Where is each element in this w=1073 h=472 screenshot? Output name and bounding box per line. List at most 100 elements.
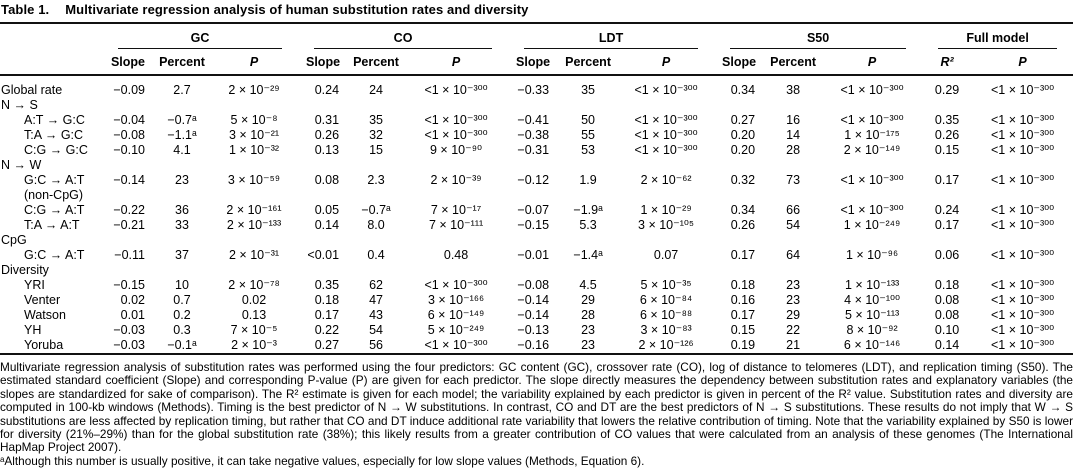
cell-value: 0.34 — [730, 203, 756, 217]
cell-value: 1.9 — [579, 173, 597, 187]
table-row: A:T → G:C −0.04 −0.7ᵃ 5 × 10⁻⁸ 0.31 35 <1 × 10… — [0, 113, 1073, 128]
table-row: G:C → A:T −0.11 37 2 × 10⁻³¹ <0.01 0.4 0.48 −0.… — [0, 248, 1073, 263]
cell-value: 23 — [581, 338, 596, 352]
cell-value: 3 × 10⁻²¹ — [229, 128, 280, 142]
cell-value: <1 × 10⁻³⁰⁰ — [991, 128, 1055, 142]
row-label: Global rate — [1, 83, 63, 97]
cell-value — [822, 158, 922, 173]
cell-value: 2 × 10⁻³ — [231, 338, 277, 352]
cell-value: 73 — [786, 173, 801, 187]
subheader-s50-p: P — [822, 49, 923, 76]
subheader-gc-p: P — [210, 49, 299, 76]
cell-value — [154, 98, 210, 113]
cell-value: 0.02 — [241, 293, 267, 307]
cell-value: <1 × 10⁻³⁰⁰ — [424, 83, 488, 97]
cell-value — [508, 158, 558, 173]
group-header-s50: S50 — [714, 24, 922, 49]
cell-value: 4 × 10⁻¹⁰⁰ — [844, 293, 901, 307]
cell-value — [714, 158, 764, 173]
cell-value — [714, 263, 764, 278]
cell-value: 0.35 — [934, 113, 960, 127]
section-row: N → S — [0, 98, 1073, 113]
cell-value: −0.15 — [517, 218, 550, 232]
row-label-second-line: (non-CpG) — [24, 188, 84, 202]
cell-value: −0.04 — [113, 113, 145, 127]
cell-value: 2 × 10⁻³¹ — [229, 248, 280, 262]
cell-value — [618, 263, 714, 278]
cell-value: 10 — [175, 278, 189, 292]
cell-value: −0.14 — [517, 308, 550, 322]
cell-value — [210, 263, 298, 278]
cell-value: 1 × 10⁻²⁹ — [640, 203, 692, 217]
cell-value — [298, 158, 348, 173]
cell-value: −0.15 — [113, 278, 145, 292]
cell-value — [210, 233, 298, 248]
cell-value: −0.12 — [517, 173, 550, 187]
group-label-ldt: LDT — [524, 31, 699, 49]
cell-value — [348, 158, 404, 173]
cell-value: 0.01 — [120, 308, 145, 322]
cell-value: −0.31 — [517, 143, 550, 157]
row-label: G:C → A:T (non-CpG) — [0, 173, 102, 203]
cell-value: <1 × 10⁻³⁰⁰ — [424, 338, 488, 352]
cell-value: <1 × 10⁻³⁰⁰ — [991, 323, 1055, 337]
subheader-empty — [0, 49, 102, 76]
cell-value: 23 — [786, 278, 801, 292]
cell-value: <1 × 10⁻³⁰⁰ — [991, 248, 1055, 262]
cell-value: 0.10 — [934, 323, 960, 337]
cell-value: 0.13 — [241, 308, 267, 322]
cell-value — [298, 98, 348, 113]
table-row: YRI −0.15 10 2 × 10⁻⁷⁸ 0.35 62 <1 × 10⁻³⁰⁰ −0.0… — [0, 278, 1073, 293]
row-label: YRI — [24, 278, 45, 292]
row-label: G:C → A:T — [24, 248, 85, 262]
cell-value: 35 — [369, 113, 383, 127]
row-label: C:G → G:C — [24, 143, 88, 157]
cell-value: 0.18 — [314, 293, 340, 307]
cell-value: 0.24 — [314, 83, 340, 97]
cell-value: −0.21 — [113, 218, 145, 232]
cell-value: <1 × 10⁻³⁰⁰ — [424, 278, 488, 292]
cell-value: 0.08 — [934, 293, 960, 307]
cell-value: 7 × 10⁻¹⁷ — [430, 203, 482, 217]
cell-value: 6 × 10⁻⁸⁴ — [639, 293, 693, 307]
cell-value: 4.5 — [579, 278, 597, 292]
cell-value: −0.09 — [113, 83, 145, 97]
subheader-gc-percent: Percent — [154, 49, 210, 76]
cell-value — [714, 98, 764, 113]
cell-value: 23 — [786, 293, 801, 307]
cell-value: 0.17 — [934, 218, 960, 232]
cell-value — [508, 233, 558, 248]
cell-value — [154, 263, 210, 278]
cell-value: 6 × 10⁻¹⁴⁶ — [843, 338, 901, 352]
cell-value: 0.27 — [730, 113, 756, 127]
subheader-co-p: P — [404, 49, 509, 76]
row-label: T:A → G:C — [24, 128, 84, 142]
table-row: YH −0.03 0.3 7 × 10⁻⁵ 0.22 54 5 × 10⁻²⁴⁹ −0.13 2… — [0, 323, 1073, 338]
cell-value: −0.1ᵃ — [167, 338, 197, 352]
cell-value: 5 × 10⁻²⁴⁹ — [427, 323, 485, 337]
group-label-s50: S50 — [730, 31, 907, 49]
cell-value: −1.1ᵃ — [167, 128, 197, 142]
cell-value — [972, 233, 1073, 248]
subheader-s50-percent: Percent — [764, 49, 823, 76]
cell-value: 2.3 — [367, 173, 385, 187]
row-label: N → W — [1, 158, 42, 172]
group-header-full-model: Full model — [922, 24, 1073, 49]
cell-value: 23 — [175, 173, 189, 187]
cell-value: 28 — [786, 143, 801, 157]
cell-value: 5.3 — [579, 218, 597, 232]
cell-value: 0.17 — [314, 308, 340, 322]
cell-value: 43 — [369, 308, 383, 322]
subheader-gc-slope: Slope — [102, 49, 154, 76]
cell-value: 0.14 — [934, 338, 960, 352]
cell-value — [922, 158, 972, 173]
cell-value: 0.2 — [173, 308, 191, 322]
row-label-header-empty — [0, 24, 102, 49]
cell-value: 23 — [581, 323, 596, 337]
cell-value: −1.9ᵃ — [573, 203, 603, 217]
cell-value — [922, 263, 972, 278]
cell-value: 2.7 — [173, 83, 191, 97]
cell-value: 1 × 10⁻²⁴⁹ — [843, 218, 901, 232]
cell-value — [764, 233, 822, 248]
